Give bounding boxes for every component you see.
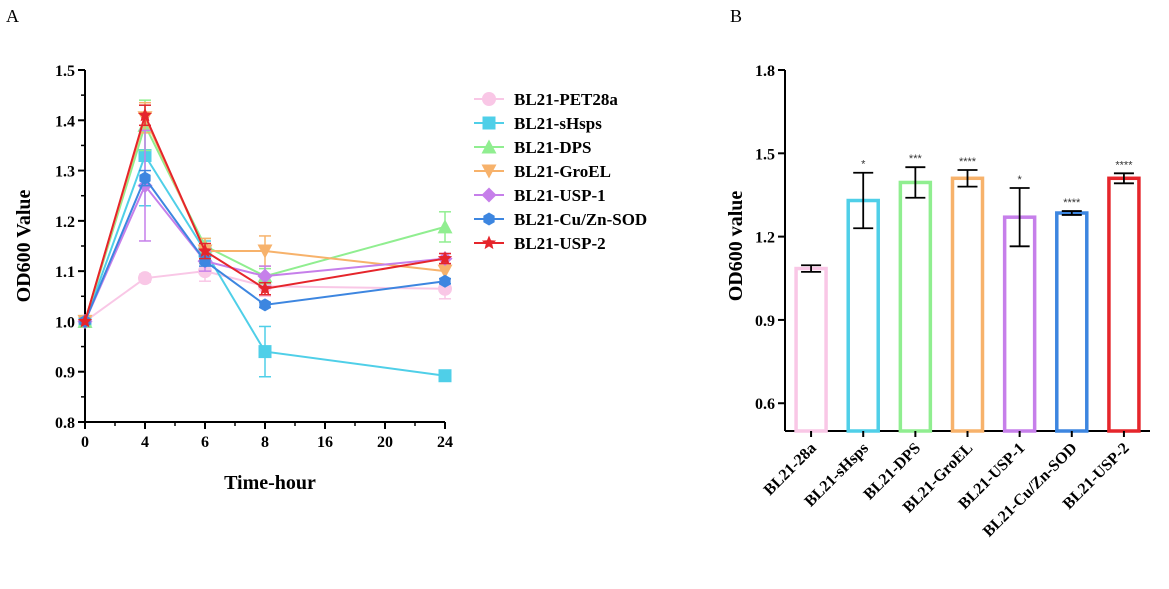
significance-label: *** (909, 153, 923, 165)
legend-marker (481, 164, 497, 179)
y-tick-label: 1.4 (55, 113, 75, 130)
data-point (437, 264, 453, 279)
x-tick-label: 6 (201, 434, 209, 451)
y-tick-label: 0.6 (755, 396, 775, 413)
legend: BL21-PET28a BL21-sHsps BL21-DPS BL21-GroEL B… (474, 90, 647, 253)
data-point (139, 171, 151, 185)
data-point (258, 345, 272, 359)
data-point (197, 243, 213, 258)
x-tick-label: 0 (81, 434, 89, 451)
line-chart-od600-over-time: 0.8 0.9 1.0 1.1 1.2 1.3 1.4 1.5 0 4 6 8 16 20 24 Time-h… (13, 63, 647, 494)
x-tick-label: 24 (437, 434, 453, 451)
legend-label: BL21-USP-1 (514, 186, 606, 205)
significance-label: **** (1115, 159, 1133, 171)
bar (1055, 211, 1089, 433)
y-tick-label: 1.3 (55, 164, 75, 181)
legend-label: BL21-DPS (514, 138, 591, 157)
data-point (257, 281, 273, 295)
legend-marker (481, 139, 497, 154)
y-tick-label: 0.9 (755, 313, 775, 330)
bar (794, 266, 828, 433)
legend-item-bl21-dps: BL21-DPS (474, 138, 591, 157)
significance-label: * (1018, 174, 1023, 186)
significance-label: **** (1063, 197, 1081, 209)
x-tick-label: 8 (261, 434, 269, 451)
y-axis-title: OD600 Value (13, 189, 35, 302)
data-point (137, 107, 153, 122)
data-point (138, 271, 152, 286)
legend-item-bl21-usp-2: BL21-USP-2 (474, 234, 606, 253)
legend-marker (483, 212, 495, 226)
y-tick-label: 1.0 (55, 314, 75, 331)
panel-b-label: B (730, 6, 742, 26)
data-point (437, 219, 453, 234)
y-tick-label: 1.5 (55, 63, 75, 80)
y-tick-label: 1.2 (755, 230, 775, 247)
significance-label: **** (959, 156, 977, 168)
legend-marker (482, 92, 496, 106)
y-tick-label: 1.1 (55, 264, 75, 281)
y-axis-title: OD600 value (725, 191, 747, 302)
bar (1002, 215, 1037, 433)
bar (898, 180, 933, 433)
bar-group-bl21-dps: ***BL21-DPS (861, 153, 933, 503)
legend-marker (481, 187, 497, 203)
y-tick-label: 0.8 (55, 415, 75, 432)
legend-marker (482, 116, 496, 130)
bar (1107, 176, 1141, 433)
significance-label: * (861, 159, 866, 171)
x-tick-label: BL21-Cu/Zn-SOD (980, 440, 1081, 541)
series-bl21-usp-2 (77, 104, 453, 328)
x-tick-label: 20 (377, 434, 393, 451)
legend-item-bl21-groel: BL21-GroEL (474, 162, 611, 181)
data-point (438, 369, 452, 383)
data-point (439, 274, 451, 288)
legend-item-bl21-shsps: BL21-sHsps (474, 114, 602, 133)
legend-label: BL21-GroEL (514, 162, 611, 181)
y-tick-label: 1.5 (755, 146, 775, 163)
bar-group-bl21-usp-1: *BL21-USP-1 (955, 174, 1037, 513)
legend-item-bl21-pet28a: BL21-PET28a (474, 90, 618, 109)
data-point (259, 298, 271, 312)
bar-group-bl21-28a: BL21-28a (761, 264, 828, 499)
legend-item-bl21-usp-1: BL21-USP-1 (474, 186, 606, 205)
x-tick-label: 4 (141, 434, 149, 451)
x-tick-label: 16 (317, 434, 333, 451)
legend-marker (481, 235, 497, 250)
y-tick-label: 1.8 (755, 63, 775, 80)
panel-a-label: A (6, 6, 19, 26)
bar (846, 198, 880, 433)
data-point (257, 244, 273, 259)
legend-item-bl21-cu-zn-sod: BL21-Cu/Zn-SOD (474, 210, 647, 229)
legend-label: BL21-sHsps (514, 114, 602, 133)
data-point (257, 268, 273, 284)
bar (950, 176, 985, 433)
data-point (77, 313, 93, 328)
y-tick-label: 0.9 (55, 365, 75, 382)
legend-label: BL21-Cu/Zn-SOD (514, 210, 647, 229)
y-tick-label: 1.2 (55, 214, 75, 231)
legend-label: BL21-USP-2 (514, 234, 606, 253)
x-axis-title: Time-hour (224, 472, 316, 494)
data-point (437, 251, 453, 265)
legend-label: BL21-PET28a (514, 90, 618, 109)
